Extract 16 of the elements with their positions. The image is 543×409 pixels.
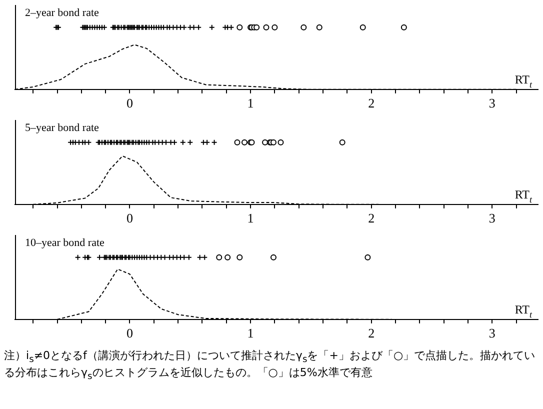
x-tick-label: 3	[488, 326, 496, 341]
x-tick-label: 3	[488, 96, 496, 111]
x-tick-label: 0	[126, 326, 133, 341]
x-tick-label: 2	[368, 210, 375, 226]
x-tick-label: 2	[368, 96, 375, 111]
x-tick-label: 1	[247, 326, 254, 341]
x-tick-label: 1	[247, 96, 254, 111]
x-tick-label: 1	[247, 210, 254, 226]
chart-title: 5–year bond rate	[25, 122, 100, 134]
chart-title: 10–year bond rate	[25, 237, 105, 249]
x-tick-label: 3	[488, 210, 496, 226]
x-tick-label: 0	[126, 210, 133, 226]
x-tick-label: 2	[368, 326, 375, 341]
chart-title: 2–year bond rate	[25, 7, 100, 19]
text: 注）i$_{s}$≠0となるf（講演が行われた日）について推計されたγ$_{s}$を「+」および「○」で点描した。描かれている分布はこれらγ$_{s}$のヒストグラムを近似したもの。「○」は5%水準で有意	[4, 349, 536, 382]
x-tick-label: 0	[126, 96, 133, 111]
